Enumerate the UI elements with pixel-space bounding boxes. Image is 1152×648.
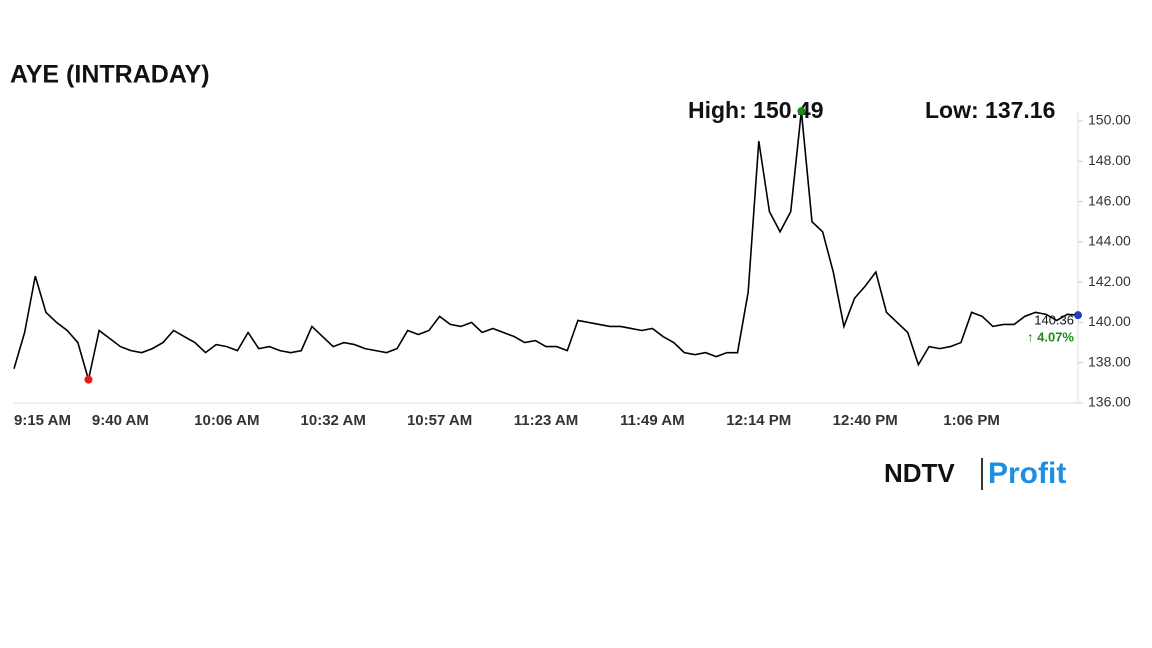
last-marker [1074,311,1082,320]
y-tick-label: 148.00 [1088,152,1131,168]
x-tick-label: 12:14 PM [726,412,791,429]
chart-title: AYE (INTRADAY) [10,61,210,89]
x-tick-label: 1:06 PM [943,412,1000,429]
y-tick-label: 142.00 [1088,273,1131,289]
x-tick-label: 10:06 AM [194,412,259,429]
y-tick-label: 146.00 [1088,192,1131,208]
logo-right: Profit [988,457,1066,490]
x-tick-label: 10:32 AM [301,412,366,429]
x-tick-label: 11:49 AM [620,412,684,429]
x-tick-label: 12:40 PM [833,412,898,429]
x-tick-label: 9:40 AM [92,412,149,429]
low-label: Low: 137.16 [925,97,1055,123]
logo-left: NDTV [884,458,955,488]
y-tick-label: 150.00 [1088,112,1131,128]
last-price-label: 140.36 [1034,313,1074,328]
low-marker [84,375,93,384]
y-tick-label: 140.00 [1088,313,1131,329]
y-tick-label: 144.00 [1088,233,1131,249]
y-tick-label: 136.00 [1088,394,1131,410]
change-label: ↑ 4.07% [1027,330,1074,345]
high-marker [797,107,806,116]
y-tick-label: 138.00 [1088,353,1131,369]
x-tick-label: 11:23 AM [514,412,578,429]
price-line [13,111,1079,380]
x-tick-label: 10:57 AM [407,412,472,429]
x-tick-label: 9:15 AM [14,412,71,429]
